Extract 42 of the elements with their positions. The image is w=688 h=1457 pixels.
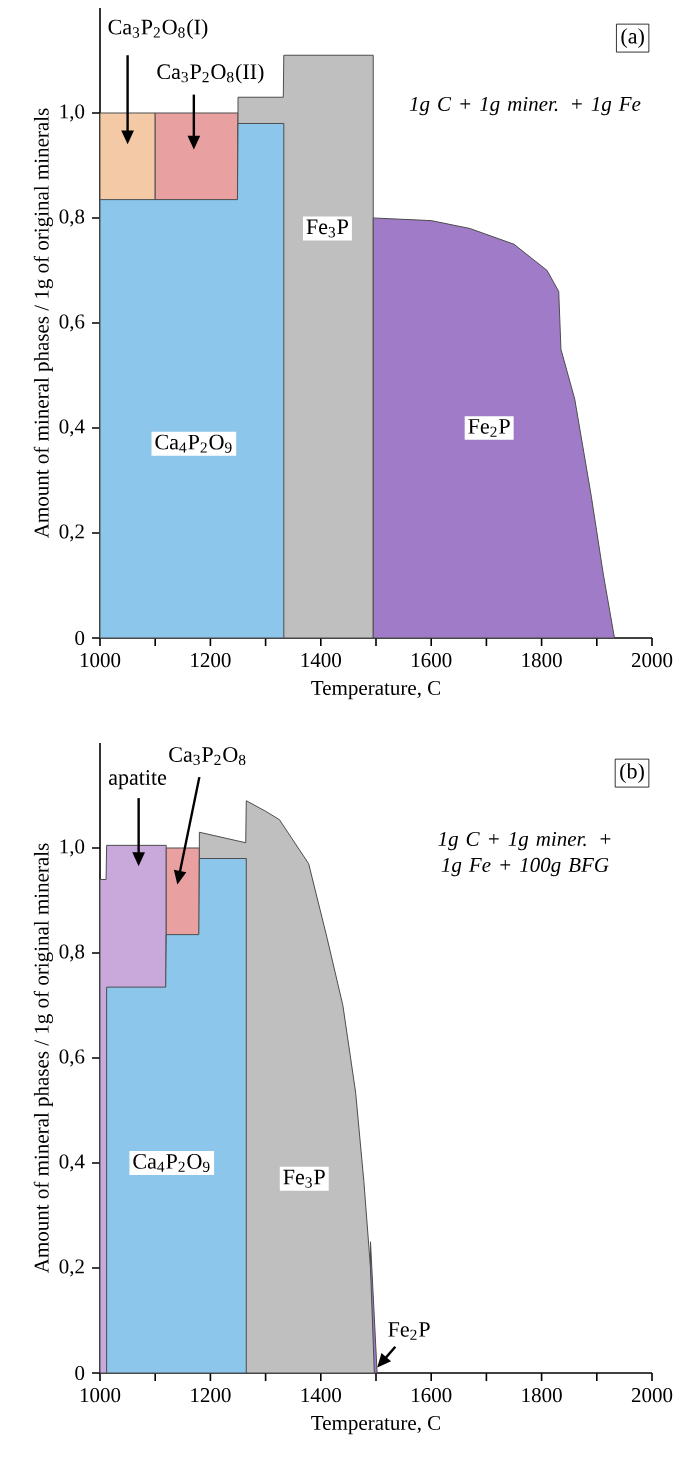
x-tick-label: 2000 [631,653,673,668]
x-tick-label: 1600 [412,653,452,668]
x-tick-label: 1800 [522,1388,562,1403]
y-tick-label: 0 [75,630,85,646]
series-label: Ca$_{4}$P$_{2}$O$_{9}$ [133,1154,210,1172]
x-tick-label: 2000 [631,1388,673,1403]
y-tick-label: 0,2 [59,524,84,542]
y-tick-label: 0,6 [59,314,85,332]
text: Ca$_{3}$P$_{2}$O$_{8}$(I) [108,19,208,39]
y-tick-label: 0,4 [59,419,85,437]
y-tick-label: 0 [75,1365,85,1381]
text: apatite [109,770,167,790]
x-tick-label: 1400 [301,1388,341,1403]
y-axis-title: Amount of mineral phases / 1g of original minerals [33,108,54,538]
y-tick-label: 1,0 [60,104,85,122]
annotation: 1g C + 1g miner. + 1g Fe [409,96,641,116]
y-tick-label: 0,8 [59,209,85,227]
series-label: Ca$_{3}$P$_{2}$O$_{8}$(II) [157,63,264,84]
y-axis-title: Amount of mineral phases / 1g of original minerals [33,843,54,1273]
series-label: Fe$_{2}$P [468,419,510,437]
text: (a) [621,28,644,49]
x-tick-label: 1200 [191,1388,231,1403]
x-tick-label: 1800 [522,653,562,668]
text: Ca$_{3}$P$_{2}$O$_{8}$ [169,747,246,766]
annotation: 1g C + 1g miner. + 1g Fe + 100g BFG [438,831,611,877]
text: (b) [620,763,644,784]
series-label: Fe$_{3}$P [283,1169,325,1188]
x-tick-label: 1000 [80,1388,121,1403]
y-tick-label: 0,8 [59,944,85,962]
y-tick-label: 0,6 [59,1049,85,1067]
y-tick-label: 1,0 [60,839,85,857]
x-axis-title: Temperature, C [311,1415,441,1435]
y-tick-label: 0,2 [59,1259,84,1277]
series-label: Fe$_{3}$P [306,219,348,238]
x-tick-label: 1600 [412,1388,452,1403]
x-tick-label: 1200 [191,653,231,668]
x-tick-label: 1000 [80,653,121,668]
x-tick-label: 1400 [301,653,341,668]
series-label: Ca$_{4}$P$_{2}$O$_{9}$ [155,434,232,453]
y-tick-label: 0,4 [59,1154,85,1172]
series-label: Fe$_{2}$P [388,1322,430,1340]
x-axis-title: Temperature, C [311,680,441,700]
